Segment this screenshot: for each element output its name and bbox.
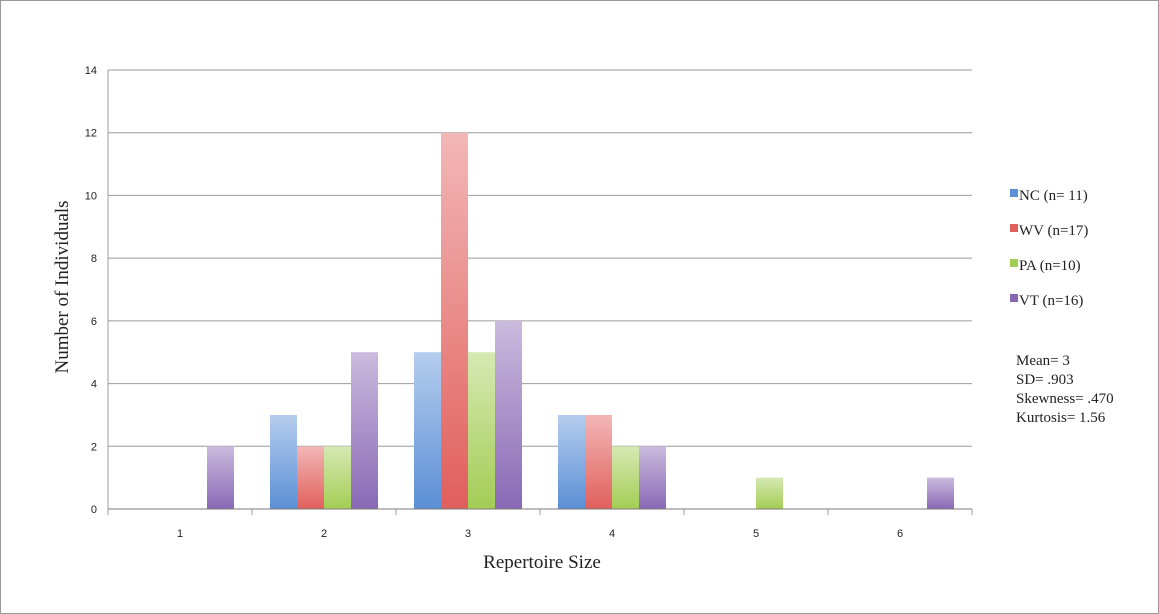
- bar-nc-2: [270, 414, 297, 509]
- legend-swatch: [1010, 224, 1018, 232]
- y-tick-label: 0: [91, 504, 97, 516]
- bar-vt-2: [351, 352, 378, 509]
- x-axis-title: Repertoire Size: [483, 552, 601, 573]
- legend-label: WV (n=17): [1019, 223, 1088, 239]
- x-tick-label: 1: [177, 528, 183, 540]
- x-tick-label: 5: [753, 528, 759, 540]
- summary-stats: Mean= 3 SD= .903 Skewness= .470 Kurtosis…: [1016, 352, 1114, 428]
- stat-mean: Mean= 3: [1016, 353, 1070, 369]
- x-tick-label: 3: [465, 528, 471, 540]
- stat-sd: SD= .903: [1016, 372, 1074, 388]
- bar-pa-2: [324, 446, 351, 509]
- legend-swatch: [1010, 189, 1018, 197]
- legend-label: PA (n=10): [1019, 258, 1081, 274]
- legend: NC (n= 11) WV (n=17) PA (n=10) VT (n=16): [1010, 188, 1088, 309]
- legend-swatch: [1010, 259, 1018, 267]
- x-tick-label: 2: [321, 528, 327, 540]
- y-tick-label: 12: [85, 128, 97, 140]
- stat-kurtosis: Kurtosis= 1.56: [1016, 410, 1106, 426]
- bar-pa-3: [468, 352, 495, 509]
- bar-nc-4: [558, 414, 585, 509]
- bar-pa-5: [756, 477, 783, 509]
- y-tick-label: 4: [91, 379, 97, 391]
- legend-label: VT (n=16): [1019, 293, 1083, 309]
- y-tick-label: 14: [85, 65, 97, 77]
- y-tick-label: 6: [91, 316, 97, 328]
- bar-vt-6: [927, 477, 954, 509]
- bar-vt-3: [495, 320, 522, 509]
- y-tick-label: 8: [91, 253, 97, 265]
- grid-lines: [108, 69, 972, 510]
- legend-swatch: [1010, 294, 1018, 302]
- stat-skewness: Skewness= .470: [1016, 391, 1114, 407]
- x-tick-label: 6: [897, 528, 903, 540]
- bar-wv-3: [441, 132, 468, 509]
- bar-wv-2: [297, 446, 324, 509]
- y-tick-label: 2: [91, 441, 97, 453]
- bar-pa-4: [612, 446, 639, 509]
- bar-vt-4: [639, 446, 666, 509]
- legend-label: NC (n= 11): [1019, 188, 1088, 204]
- y-tick-label: 10: [85, 190, 97, 202]
- bar-nc-3: [414, 352, 441, 509]
- y-axis-title: Number of Individuals: [52, 200, 73, 373]
- bar-wv-4: [585, 414, 612, 509]
- x-tick-label: 4: [609, 528, 615, 540]
- bars: [207, 132, 954, 509]
- bar-vt-1: [207, 446, 234, 509]
